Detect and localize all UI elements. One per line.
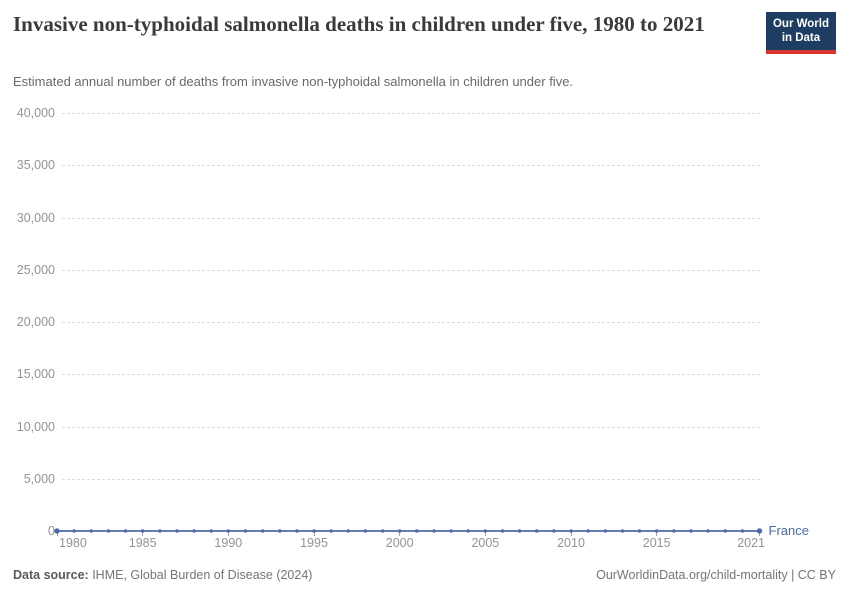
data-source-label: Data source: <box>13 568 89 582</box>
x-axis-label: 1995 <box>300 536 328 550</box>
logo-text-line2: in Data <box>781 32 821 44</box>
data-point-marker[interactable] <box>706 529 710 533</box>
data-point-marker[interactable] <box>517 529 522 533</box>
data-point-marker[interactable] <box>586 529 590 533</box>
x-axis-tick <box>142 532 144 536</box>
data-point-marker[interactable] <box>209 529 213 533</box>
footer-credit-link[interactable]: OurWorldinData.org/child-mortality | CC … <box>596 568 836 582</box>
data-point-marker[interactable] <box>637 529 642 533</box>
x-axis-label: 2000 <box>385 536 414 550</box>
data-point-marker[interactable] <box>329 529 333 533</box>
data-point-marker[interactable] <box>89 529 93 533</box>
data-point-marker[interactable] <box>552 529 556 533</box>
data-point-marker[interactable] <box>654 529 659 533</box>
footer: Data source: IHME, Global Burden of Dise… <box>13 568 836 582</box>
data-point-marker[interactable] <box>260 529 265 533</box>
data-point-marker[interactable] <box>380 529 385 533</box>
y-axis-label: 20,000 <box>16 315 55 329</box>
data-point-marker[interactable] <box>243 529 248 533</box>
x-axis-label: 2010 <box>557 536 585 550</box>
data-point-marker[interactable] <box>346 529 350 533</box>
data-point-marker[interactable] <box>226 529 231 533</box>
gridline <box>62 322 760 323</box>
data-point-marker[interactable] <box>363 529 368 533</box>
x-axis-tick <box>570 532 572 536</box>
data-point-marker[interactable] <box>483 529 488 533</box>
data-point-marker[interactable] <box>603 529 607 533</box>
data-source-value: IHME, Global Burden of Disease (2024) <box>88 568 313 582</box>
data-point-marker[interactable] <box>192 529 196 533</box>
data-point-marker[interactable] <box>756 528 763 534</box>
gridline <box>62 426 760 428</box>
data-source-note: Data source: IHME, Global Burden of Dise… <box>13 568 312 582</box>
data-point-marker[interactable] <box>449 529 453 533</box>
x-axis-label: 1980 <box>59 536 87 550</box>
data-point-marker[interactable] <box>140 529 145 533</box>
x-axis-label: 1985 <box>128 536 157 550</box>
data-point-marker[interactable] <box>569 529 573 533</box>
y-axis-label: 25,000 <box>16 262 55 277</box>
data-point-marker[interactable] <box>158 529 162 533</box>
gridline <box>62 269 760 271</box>
x-axis-tick <box>56 532 58 536</box>
logo-text-line1: Our World <box>772 18 829 30</box>
data-point-marker[interactable] <box>672 529 676 533</box>
y-axis-label: 35,000 <box>16 158 55 173</box>
y-axis-label: 40,000 <box>16 106 55 120</box>
chart-subtitle: Estimated annual number of deaths from i… <box>13 74 574 89</box>
x-axis-label: 2015 <box>642 536 671 550</box>
y-axis-label: 5,000 <box>23 471 55 486</box>
chart-title[interactable]: Invasive non-typhoidal salmonella deaths… <box>13 12 705 36</box>
gridline <box>62 217 760 219</box>
gridline <box>62 478 760 480</box>
y-axis-label: 15,000 <box>16 367 55 382</box>
x-axis-tick <box>484 532 486 536</box>
data-point-marker[interactable] <box>535 529 539 533</box>
data-point-marker[interactable] <box>54 528 60 534</box>
data-point-marker[interactable] <box>106 529 111 533</box>
gridline <box>62 165 760 167</box>
y-axis-label: 10,000 <box>16 419 55 434</box>
data-point-marker[interactable] <box>432 529 436 533</box>
data-point-marker[interactable] <box>415 529 419 533</box>
data-point-marker[interactable] <box>278 529 282 533</box>
data-point-marker[interactable] <box>466 529 470 533</box>
data-point-marker[interactable] <box>175 529 179 533</box>
x-axis-tick <box>759 532 760 536</box>
data-point-marker[interactable] <box>723 529 727 533</box>
data-point-marker[interactable] <box>620 529 625 533</box>
gridline <box>62 374 760 376</box>
x-axis-label: 2021 <box>737 536 765 550</box>
owid-logo[interactable]: Our World in Data <box>765 12 836 54</box>
gridline <box>62 113 760 114</box>
x-axis-tick <box>399 532 401 536</box>
entity-label-france[interactable]: France <box>768 523 809 538</box>
x-axis-tick <box>656 532 658 536</box>
data-point-marker[interactable] <box>123 529 128 533</box>
data-point-marker[interactable] <box>689 529 693 533</box>
x-axis-tick <box>313 532 315 536</box>
data-point-marker[interactable] <box>740 529 745 533</box>
data-point-marker[interactable] <box>397 529 402 533</box>
data-point-marker[interactable] <box>295 529 299 533</box>
y-axis-label: 30,000 <box>16 210 55 225</box>
data-point-marker[interactable] <box>500 529 505 533</box>
y-axis-label: 0 <box>48 524 55 538</box>
data-point-marker[interactable] <box>312 529 316 533</box>
x-axis-tick <box>227 532 229 536</box>
x-axis-label: 2005 <box>471 536 500 550</box>
data-point-marker[interactable] <box>72 529 76 533</box>
x-axis-label: 1990 <box>214 536 243 550</box>
